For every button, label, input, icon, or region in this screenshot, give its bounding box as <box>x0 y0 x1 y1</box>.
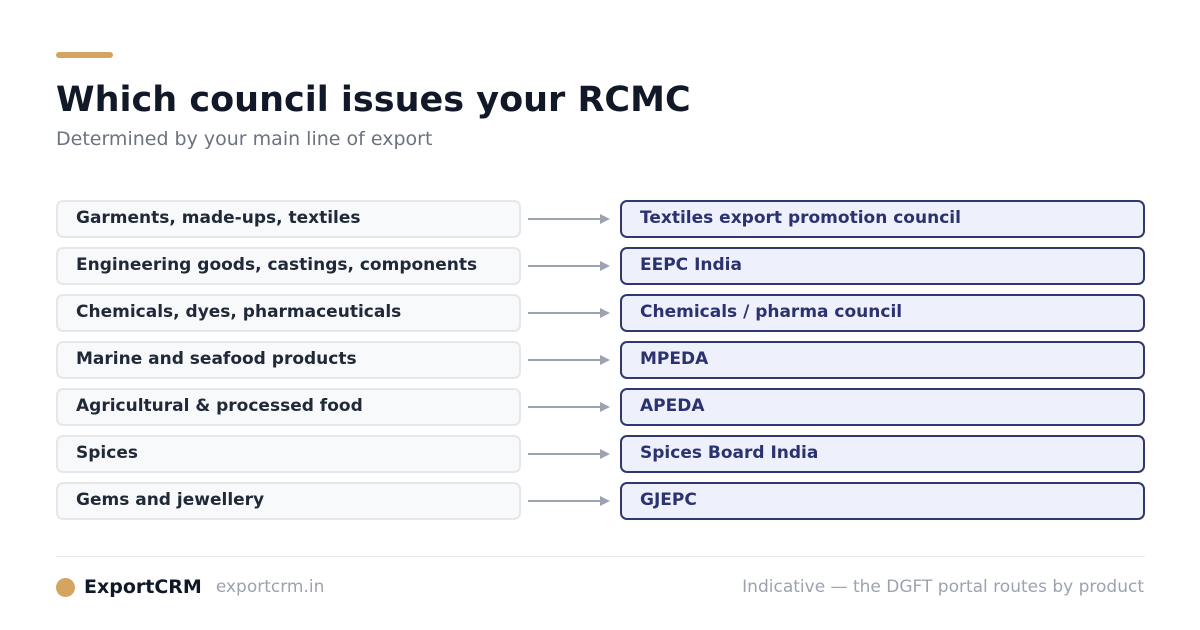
mapping-list: Garments, made-ups, textiles Textiles ex… <box>56 200 1145 529</box>
council-box: Textiles export promotion council <box>620 200 1145 238</box>
accent-bar <box>56 52 113 58</box>
council-box: EEPC India <box>620 247 1145 285</box>
product-box: Agricultural & processed food <box>56 388 521 426</box>
product-label: Chemicals, dyes, pharmaceuticals <box>76 302 402 322</box>
product-box: Spices <box>56 435 521 473</box>
brand-name: ExportCRM <box>84 576 202 598</box>
council-box: GJEPC <box>620 482 1145 520</box>
page-title: Which council issues your RCMC <box>56 80 691 120</box>
product-label: Garments, made-ups, textiles <box>76 208 361 228</box>
council-label: APEDA <box>640 396 705 416</box>
arrow-right-icon <box>528 308 610 318</box>
gold-circle-icon <box>56 577 75 597</box>
mapping-row: Garments, made-ups, textiles Textiles ex… <box>56 200 1145 238</box>
council-label: GJEPC <box>640 490 697 510</box>
arrow-right-icon <box>528 214 610 224</box>
product-label: Marine and seafood products <box>76 349 357 369</box>
mapping-row: Engineering goods, castings, components … <box>56 247 1145 285</box>
footer-divider <box>56 556 1145 557</box>
council-box: Chemicals / pharma council <box>620 294 1145 332</box>
mapping-row: Marine and seafood products MPEDA <box>56 341 1145 379</box>
brand-url: exportcrm.in <box>215 577 325 597</box>
footer-note: Indicative — the DGFT portal routes by p… <box>742 577 1144 597</box>
arrow-right-icon <box>528 355 610 365</box>
product-label: Spices <box>76 443 138 463</box>
product-box: Chemicals, dyes, pharmaceuticals <box>56 294 521 332</box>
product-box: Engineering goods, castings, components <box>56 247 521 285</box>
arrow-right-icon <box>528 449 610 459</box>
product-label: Engineering goods, castings, components <box>76 255 478 275</box>
arrow-right-icon <box>528 496 610 506</box>
page-subtitle: Determined by your main line of export <box>56 128 433 150</box>
product-label: Gems and jewellery <box>76 490 265 510</box>
council-label: MPEDA <box>640 349 709 369</box>
arrow-right-icon <box>528 261 610 271</box>
product-box: Marine and seafood products <box>56 341 521 379</box>
footer-brand: ExportCRM exportcrm.in <box>56 574 324 600</box>
product-box: Garments, made-ups, textiles <box>56 200 521 238</box>
product-label: Agricultural & processed food <box>76 396 363 416</box>
council-label: Textiles export promotion council <box>640 208 961 228</box>
arrow-right-icon <box>528 402 610 412</box>
mapping-row: Chemicals, dyes, pharmaceuticals Chemica… <box>56 294 1145 332</box>
council-label: EEPC India <box>640 255 742 275</box>
council-box: MPEDA <box>620 341 1145 379</box>
council-box: APEDA <box>620 388 1145 426</box>
council-label: Chemicals / pharma council <box>640 302 903 322</box>
council-label: Spices Board India <box>640 443 819 463</box>
mapping-row: Spices Spices Board India <box>56 435 1145 473</box>
mapping-row: Agricultural & processed food APEDA <box>56 388 1145 426</box>
council-box: Spices Board India <box>620 435 1145 473</box>
mapping-row: Gems and jewellery GJEPC <box>56 482 1145 520</box>
product-box: Gems and jewellery <box>56 482 521 520</box>
